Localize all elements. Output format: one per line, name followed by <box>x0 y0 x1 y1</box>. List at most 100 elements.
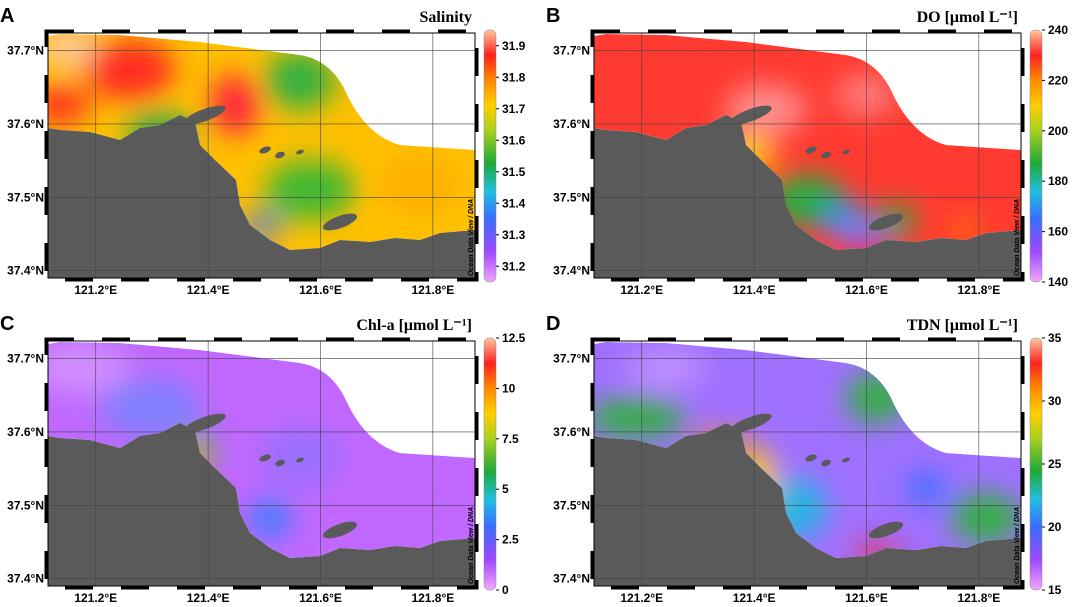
map-frame-dash <box>590 337 1025 590</box>
colorbar-tick-label: 25 <box>1048 457 1062 471</box>
island <box>259 454 271 462</box>
x-tick-label: 121.8°E <box>957 591 1000 602</box>
field-patch <box>836 75 896 115</box>
island <box>259 146 271 154</box>
colorbar-tick-label: 200 <box>1048 124 1068 138</box>
colorbar-tick-label: 20 <box>1048 520 1062 534</box>
panel-letter: D <box>546 313 560 335</box>
field-patch <box>265 50 335 110</box>
x-tick-label: 121.6°E <box>845 283 888 297</box>
y-tick-label: 37.4°N <box>553 572 590 586</box>
colorbar-tick-label: 31.2 <box>502 259 526 273</box>
y-tick-label: 37.7°N <box>7 44 44 58</box>
island <box>184 105 226 125</box>
sea <box>594 34 1021 250</box>
x-tick-label: 121.6°E <box>299 283 342 297</box>
island <box>805 454 817 462</box>
island <box>296 149 304 155</box>
island <box>805 146 817 154</box>
colorbar-tick-label: 30 <box>1048 394 1062 408</box>
field-patch <box>48 343 130 393</box>
colorbar-tick-label: 5 <box>502 482 509 496</box>
panel-letter: C <box>0 313 14 335</box>
x-tick-label: 121.4°E <box>187 591 230 602</box>
x-tick-label: 121.4°E <box>733 591 776 602</box>
field-patch <box>210 75 260 135</box>
colorbar-tick-label: 2.5 <box>502 533 519 547</box>
y-tick-label: 37.4°N <box>7 572 44 586</box>
y-tick-label: 37.5°N <box>7 498 44 512</box>
land <box>48 423 475 586</box>
colorbar-tick-label: 7.5 <box>502 432 519 446</box>
field-patch <box>48 85 90 125</box>
land <box>594 115 1021 278</box>
colorbar-tick-label: 15 <box>1048 583 1062 597</box>
colorbar-tick-label: 31.5 <box>502 165 526 179</box>
x-tick-label: 121.2°E <box>620 591 663 602</box>
y-tick-label: 37.7°N <box>7 352 44 366</box>
colorbar <box>1029 29 1043 283</box>
x-tick-label: 121.4°E <box>733 283 776 297</box>
map-frame <box>47 32 476 279</box>
x-tick-label: 121.6°E <box>299 591 342 602</box>
watermark: Ocean Data View / DNA <box>1014 199 1021 276</box>
map-frame-dash <box>44 29 479 282</box>
colorbar-tick-label: 0 <box>502 583 509 597</box>
colorbar-tick-label: 31.7 <box>502 102 526 116</box>
island <box>842 149 850 155</box>
x-tick-label: 121.8°E <box>957 283 1000 297</box>
island <box>821 151 831 159</box>
field-patch <box>626 348 706 388</box>
colorbar-tick-label: 31.4 <box>502 196 526 210</box>
map-frame <box>593 340 1022 587</box>
x-tick-label: 121.6°E <box>845 591 888 602</box>
colorbar <box>483 337 497 591</box>
panel: C Chl-a [μmol L⁻¹] 121.2°E 121.4°E 121.6°E 12… <box>0 313 526 605</box>
island <box>275 151 285 159</box>
x-tick-label: 121.2°E <box>74 283 117 297</box>
y-tick-label: 37.5°N <box>553 498 590 512</box>
watermark: Ocean Data View / DNA <box>1014 507 1021 584</box>
land <box>594 423 1021 586</box>
panel: B DO [μmol L⁻¹] 121.2°E 121.4°E 121.6°E 121.8… <box>546 5 1068 297</box>
colorbar-tick-label: 35 <box>1048 331 1062 345</box>
field-patch <box>265 160 355 220</box>
island <box>842 457 850 463</box>
field-patch <box>250 498 290 538</box>
colorbar-tick-label: 31.8 <box>502 70 526 84</box>
y-tick-label: 37.5°N <box>7 190 44 204</box>
colorbar-tick-label: 180 <box>1048 174 1068 188</box>
colorbar-tick-label: 240 <box>1048 23 1068 37</box>
y-tick-label: 37.6°N <box>7 117 44 131</box>
colorbar-tick-label: 31.3 <box>502 228 526 242</box>
field-patch <box>821 205 871 235</box>
map-frame <box>593 32 1022 279</box>
land <box>48 115 475 278</box>
island <box>821 459 831 467</box>
field-patch <box>951 220 981 240</box>
x-tick-label: 121.8°E <box>411 283 454 297</box>
map-frame-dash <box>44 337 479 590</box>
panel-title: DO [μmol L⁻¹] <box>917 9 1018 26</box>
colorbar-tick-label: 140 <box>1048 275 1068 289</box>
field-patch <box>48 34 100 68</box>
island <box>730 413 772 433</box>
colorbar-tick-label: 12.5 <box>502 331 526 345</box>
colorbar-tick-label: 31.6 <box>502 133 526 147</box>
colorbar <box>483 29 497 283</box>
panel: D TDN [μmol L⁻¹] 121.2°E 121.4°E 121.6°E 121.… <box>546 313 1062 605</box>
colorbar-tick-label: 220 <box>1048 73 1068 87</box>
island <box>868 213 904 231</box>
colorbar <box>1029 337 1043 591</box>
watermark: Ocean Data View / DNA <box>468 199 475 276</box>
island <box>730 105 772 125</box>
panel-title: Salinity <box>420 9 472 26</box>
y-tick-label: 37.4°N <box>7 264 44 278</box>
island <box>184 413 226 433</box>
panel: A Salinity 121.2°E 121.4°E 121.6°E 121.8°E 37.… <box>0 5 526 297</box>
map-frame <box>47 340 476 587</box>
y-tick-label: 37.7°N <box>553 352 590 366</box>
colorbar-tick-label: 160 <box>1048 225 1068 239</box>
watermark: Ocean Data View / DNA <box>468 507 475 584</box>
